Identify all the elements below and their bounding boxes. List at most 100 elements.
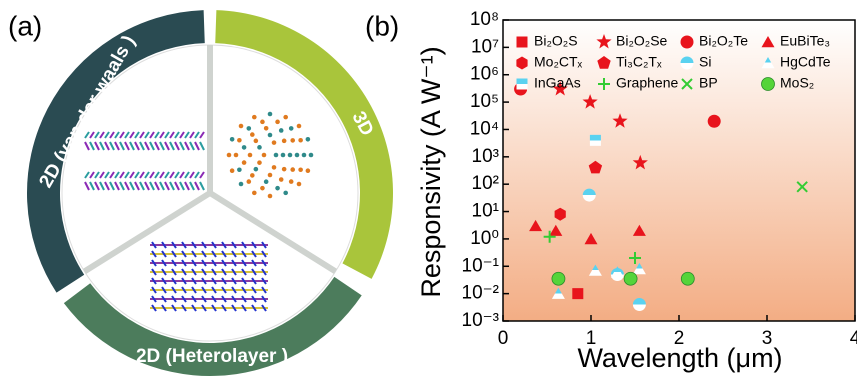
atom (250, 132, 255, 137)
atom-bond (154, 131, 160, 139)
y-tick-label: 10⁴ (470, 118, 499, 139)
legend-marker (516, 36, 528, 48)
data-point (554, 207, 566, 221)
x-tick-label: 0 (498, 328, 509, 349)
atom-bond (171, 304, 177, 312)
legend-marker (516, 78, 528, 90)
data-point (543, 230, 556, 243)
atom-bond (151, 304, 157, 312)
atom-bond (181, 286, 187, 294)
legend-marker (761, 57, 775, 69)
atom-bond (154, 181, 160, 191)
legend-label: Si (699, 54, 711, 70)
y-tick-label: 10¹ (472, 201, 499, 222)
atom-bond (169, 171, 175, 179)
atom-bond (221, 304, 227, 312)
atom-bond (159, 131, 165, 139)
y-tick-label: 10⁸ (470, 9, 499, 30)
atom (280, 152, 286, 158)
legend-label: InGaAs (534, 75, 581, 91)
legend-marker (516, 56, 528, 70)
atom-bond (191, 286, 197, 294)
atom-bond (251, 295, 257, 303)
legend-label: Bi₂O₂S (534, 33, 578, 49)
data-point (589, 134, 601, 146)
atom-bond (114, 141, 120, 151)
atom-bond (114, 181, 120, 191)
segment-label: 2D (Heterolayer ) (136, 346, 288, 367)
atom-bond (231, 277, 237, 285)
atom-bond (161, 250, 167, 258)
y-tick-label: 10⁰ (470, 228, 499, 249)
atom-bond (181, 250, 187, 258)
atom-bond (149, 141, 155, 151)
atom-bond (164, 171, 170, 179)
atom-bond (221, 286, 227, 294)
atom-bond (211, 250, 217, 258)
atom-bond (181, 304, 187, 312)
atom-bond (241, 241, 247, 249)
atom-bond (119, 141, 125, 151)
legend-label: Mo₂CTₓ (534, 54, 583, 70)
atom-bond (94, 171, 100, 179)
legend-marker (680, 56, 694, 70)
atom-bond (119, 131, 125, 139)
atom-bond (261, 286, 267, 294)
atom-bond (119, 171, 125, 179)
atom-bond (201, 268, 207, 276)
atom-bond (139, 141, 145, 151)
atom-bond (221, 250, 227, 258)
atom-bond (211, 268, 217, 276)
data-point (572, 288, 584, 300)
atom-bond (144, 141, 150, 151)
x-tick-label: 1 (586, 328, 597, 349)
atom-bond (241, 304, 247, 312)
data-point (584, 232, 598, 245)
atom-bond (251, 286, 257, 294)
atom (281, 138, 287, 144)
atom-bond (139, 131, 145, 139)
y-axis-title: Responsivity (A W⁻¹) (416, 46, 446, 297)
atom (288, 126, 294, 131)
data-point (629, 252, 641, 265)
atom-bond (124, 181, 130, 191)
atom-bond (151, 286, 157, 294)
data-point (632, 298, 646, 312)
atom-bond (171, 295, 177, 303)
atom-bond (94, 141, 100, 151)
atom-bond (211, 304, 217, 312)
y-tick-label: 10⁶ (470, 64, 499, 85)
atom (281, 166, 287, 172)
legend-marker (598, 78, 610, 90)
atom (237, 137, 242, 143)
atom-bond (104, 171, 110, 179)
atom (267, 111, 273, 117)
data-point (588, 264, 602, 276)
atom (229, 137, 235, 142)
atom-bond (241, 259, 247, 267)
legend-label: EuBiTe₃ (780, 33, 830, 49)
atom-bond (159, 171, 165, 179)
atom-bond (104, 181, 110, 191)
atom-bond (201, 277, 207, 285)
x-tick-label: 3 (762, 328, 773, 349)
atom-bond (241, 277, 247, 285)
atom-bond (261, 259, 267, 267)
legend-marker (680, 35, 694, 49)
atom-bond (134, 131, 140, 139)
legend-label: Ti₃C₂Tₓ (616, 54, 662, 70)
atom-bond (84, 171, 90, 179)
atom-bond (181, 259, 187, 267)
atom-bond (129, 141, 135, 151)
data-point (529, 219, 543, 232)
atom-bond (89, 131, 95, 139)
atom-bond (201, 241, 207, 249)
data-point (680, 271, 695, 286)
atom-bond (189, 171, 195, 179)
atom-bond (191, 259, 197, 267)
atom-bond (189, 131, 195, 139)
atom-bond (154, 171, 160, 179)
atom-bond (124, 171, 130, 179)
data-point (551, 271, 566, 286)
atom-bond (231, 268, 237, 276)
